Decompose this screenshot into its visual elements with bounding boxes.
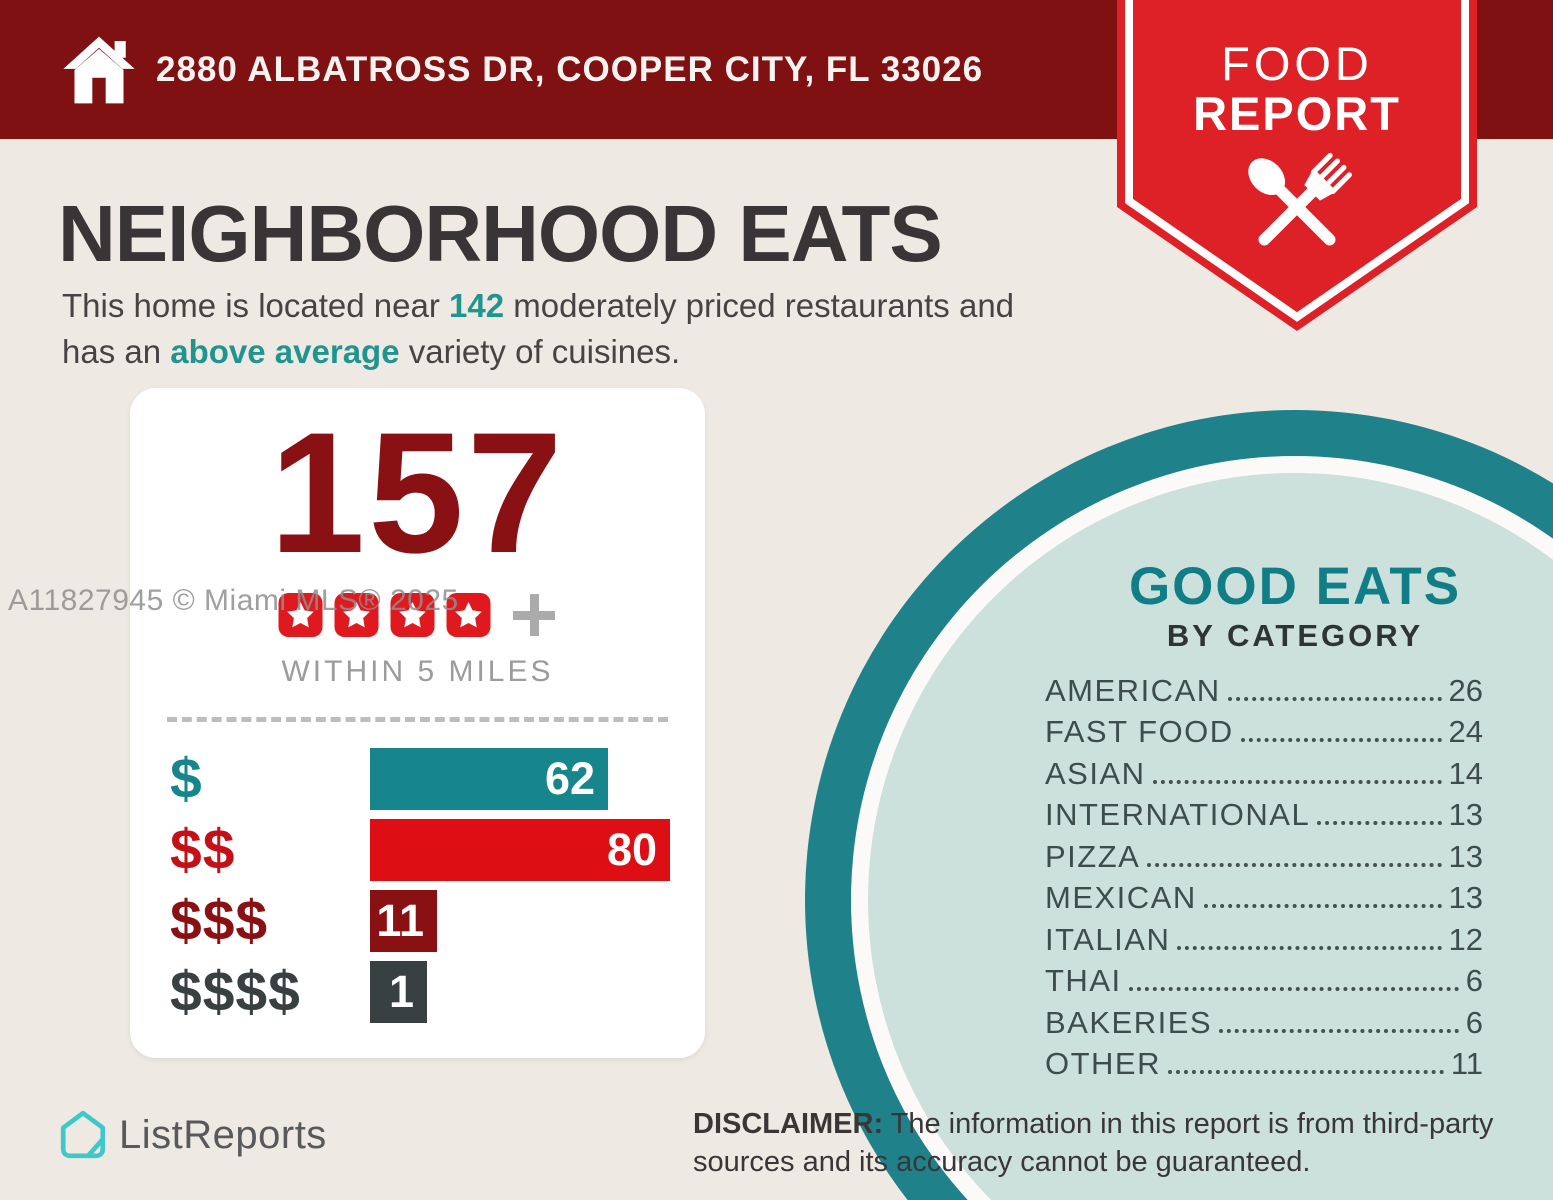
price-tier-bar: 62 bbox=[370, 748, 608, 811]
star-icon bbox=[390, 593, 434, 638]
price-tier-bar-chart: $ 62 $$ 80 $$$ 11 $$$$ 1 bbox=[170, 746, 670, 1024]
category-value: 6 bbox=[1465, 1004, 1483, 1040]
variety-highlight: above average bbox=[170, 333, 400, 371]
mls-watermark: A11827945 © Miami MLS® 2025 bbox=[8, 584, 459, 617]
star-icon bbox=[446, 593, 490, 638]
category-label: FAST FOOD bbox=[1045, 714, 1234, 750]
category-value: 26 bbox=[1448, 672, 1483, 708]
category-label: AMERICAN bbox=[1045, 672, 1221, 708]
dot-leader bbox=[1177, 945, 1442, 950]
category-row: THAI 6 bbox=[1045, 957, 1483, 999]
total-restaurants-value: 157 bbox=[269, 397, 566, 589]
category-label: BAKERIES bbox=[1045, 1004, 1213, 1040]
dot-leader bbox=[1147, 862, 1442, 867]
property-address: 2880 ALBATROSS DR, COOPER CITY, FL 33026 bbox=[156, 49, 984, 89]
summary-text-part: moderately priced restaurants and has an bbox=[62, 287, 1015, 371]
category-value: 14 bbox=[1448, 755, 1483, 791]
category-label: OTHER bbox=[1045, 1046, 1161, 1082]
star-rating-row bbox=[130, 591, 705, 639]
bar-row-price-1: $ 62 bbox=[170, 746, 670, 811]
bar-row-price-3: $$$ 11 bbox=[170, 888, 670, 953]
category-value: 13 bbox=[1448, 838, 1483, 874]
category-row: PIZZA 13 bbox=[1045, 832, 1483, 874]
dot-leader bbox=[1219, 1028, 1459, 1033]
category-value: 24 bbox=[1448, 714, 1483, 750]
price-tier-label: $$$$ bbox=[170, 959, 301, 1024]
category-value: 11 bbox=[1450, 1046, 1483, 1082]
category-row: INTERNATIONAL 13 bbox=[1045, 791, 1483, 833]
good-eats-category-list: AMERICAN 26 FAST FOOD 24 ASIAN 14 INTERNATI… bbox=[1045, 666, 1483, 1081]
star-icon bbox=[334, 593, 378, 638]
category-row: FAST FOOD 24 bbox=[1045, 708, 1483, 750]
summary-text-part: variety of cuisines. bbox=[399, 333, 681, 371]
ribbon-title-line1: FOOD bbox=[1221, 37, 1373, 90]
listreports-wordmark: ListReports bbox=[119, 1112, 327, 1157]
star-icon bbox=[278, 593, 322, 638]
dot-leader bbox=[1128, 987, 1459, 991]
category-value: 6 bbox=[1465, 963, 1483, 999]
category-row: MEXICAN 13 bbox=[1045, 874, 1483, 916]
category-label: ITALIAN bbox=[1045, 921, 1171, 957]
restaurant-stats-card: 157 WITHIN 5 MILES $ 62 bbox=[130, 388, 705, 1058]
dot-leader bbox=[1168, 1070, 1444, 1074]
category-row: OTHER 11 bbox=[1045, 1040, 1483, 1082]
category-label: ASIAN bbox=[1045, 755, 1146, 791]
bar-row-price-2: $$ 80 bbox=[170, 817, 670, 882]
price-tier-label: $ bbox=[170, 746, 203, 811]
category-row: AMERICAN 26 bbox=[1045, 666, 1483, 708]
bar-row-price-4: $$$$ 1 bbox=[170, 959, 670, 1024]
page-title: NEIGHBORHOOD EATS bbox=[58, 189, 943, 278]
category-value: 12 bbox=[1448, 921, 1483, 957]
category-row: ITALIAN 12 bbox=[1045, 915, 1483, 957]
ribbon-shape bbox=[1117, 0, 1477, 331]
summary-text-part: This home is located near bbox=[62, 287, 450, 324]
home-icon bbox=[63, 36, 135, 104]
category-label: MEXICAN bbox=[1045, 880, 1197, 916]
ribbon-title-line2: REPORT bbox=[1193, 87, 1401, 140]
category-value: 13 bbox=[1448, 880, 1483, 916]
price-tier-label: $$ bbox=[170, 817, 236, 882]
radius-label: WITHIN 5 MILES bbox=[281, 655, 554, 689]
category-label: PIZZA bbox=[1045, 838, 1141, 874]
dashed-divider bbox=[167, 717, 668, 723]
listreports-logo-icon bbox=[60, 1110, 106, 1159]
good-eats-title: GOOD EATS bbox=[1128, 557, 1462, 616]
category-row: BAKERIES 6 bbox=[1045, 998, 1483, 1040]
category-value: 13 bbox=[1448, 797, 1483, 833]
price-tier-bar: 1 bbox=[370, 961, 427, 1024]
food-report-ribbon: FOOD REPORT bbox=[1117, 0, 1477, 336]
plus-icon bbox=[512, 594, 555, 637]
spoon-fork-icon bbox=[1248, 152, 1352, 246]
disclaimer-text: The information in this report is from t… bbox=[693, 1108, 1494, 1178]
price-tier-label: $$$ bbox=[170, 888, 269, 953]
disclaimer: DISCLAIMER: The information in this repo… bbox=[693, 1106, 1503, 1181]
price-tier-bar: 80 bbox=[370, 819, 670, 882]
good-eats-subtitle: BY CATEGORY bbox=[1166, 618, 1424, 653]
summary-text: This home is located near 142 moderately… bbox=[62, 283, 1132, 375]
restaurant-count-highlight: 142 bbox=[449, 287, 505, 324]
dot-leader bbox=[1317, 821, 1442, 825]
disclaimer-label: DISCLAIMER: bbox=[693, 1108, 884, 1140]
category-row: ASIAN 14 bbox=[1045, 749, 1483, 791]
dot-leader bbox=[1240, 738, 1442, 742]
category-label: THAI bbox=[1045, 963, 1122, 999]
price-tier-bar: 11 bbox=[370, 890, 437, 953]
dot-leader bbox=[1152, 779, 1442, 784]
listreports-brand: ListReports bbox=[60, 1110, 327, 1160]
category-label: INTERNATIONAL bbox=[1045, 797, 1311, 833]
dot-leader bbox=[1203, 904, 1442, 908]
dot-leader bbox=[1227, 696, 1442, 701]
